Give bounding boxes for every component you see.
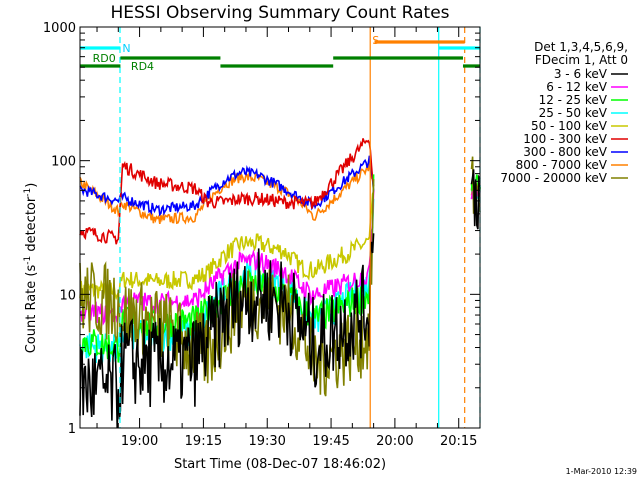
plot-frame — [79, 26, 481, 429]
y-axis-label-mid: detector — [24, 196, 39, 256]
series-line-0-0 — [79, 233, 375, 429]
annotation-rd0: RD0 — [93, 52, 116, 65]
annotation-rd4: RD4 — [131, 60, 154, 73]
annotation-s: S — [372, 34, 379, 47]
series-line-0-1 — [470, 169, 481, 230]
legend-header-line: FDecim 1, Att 0 — [535, 53, 628, 67]
y-axis-label-end: ) — [24, 183, 39, 188]
y-axis-label-exp1: -1 — [23, 256, 33, 265]
legend-entry-label: 12 - 25 keV — [539, 93, 608, 107]
legend: Det 1,3,4,5,6,9,FDecim 1, Att 03 - 6 keV… — [500, 40, 628, 185]
legend-entry-label: 300 - 800 keV — [523, 145, 607, 159]
legend-header-line: Det 1,3,4,5,6,9, — [534, 40, 628, 54]
y-tick-label: 100 — [51, 155, 76, 170]
annotation-n: N — [122, 42, 130, 55]
legend-entry-label: 100 - 300 keV — [523, 132, 607, 146]
x-axis-label: Start Time (08-Dec-07 18:46:02) — [174, 457, 386, 472]
timestamp: 1-Mar-2010 12:39 — [566, 467, 637, 476]
legend-entry-label: 7000 - 20000 keV — [500, 171, 607, 185]
y-tick-label: 10 — [59, 288, 76, 303]
legend-entry-label: 6 - 12 keV — [546, 80, 608, 94]
series-line-8-0 — [79, 179, 375, 397]
legend-entry-label: 50 - 100 keV — [531, 119, 608, 133]
x-tick-label: 19:30 — [248, 434, 285, 449]
x-tick-label: 19:00 — [121, 434, 158, 449]
y-tick-label: 1000 — [43, 21, 76, 36]
axes: 1 10 100 1000 19:00 19:15 19:30 19:45 20:00 20:15 — [43, 21, 481, 449]
series-line-4-0 — [79, 191, 375, 301]
legend-entry-label: 3 - 6 keV — [554, 67, 608, 81]
legend-entry-label: 25 - 50 keV — [539, 106, 608, 120]
y-tick-label: 1 — [68, 422, 76, 437]
y-axis-label-main: Count Rate (s — [24, 265, 39, 354]
legend-entry-label: 800 - 7000 keV — [516, 158, 608, 172]
series-line-6-0 — [79, 155, 375, 217]
y-axis-label-exp2: -1 — [23, 188, 33, 197]
y-axis-label: Count Rate (s-1 detector-1) — [23, 183, 39, 354]
series-line-5-0 — [79, 138, 375, 245]
x-tick-label: 20:00 — [376, 434, 413, 449]
x-tick-label: 20:15 — [440, 434, 477, 449]
x-tick-label: 19:15 — [185, 434, 222, 449]
x-tick-label: 19:45 — [312, 434, 349, 449]
chart-title: HESSI Observing Summary Count Rates — [110, 3, 449, 23]
